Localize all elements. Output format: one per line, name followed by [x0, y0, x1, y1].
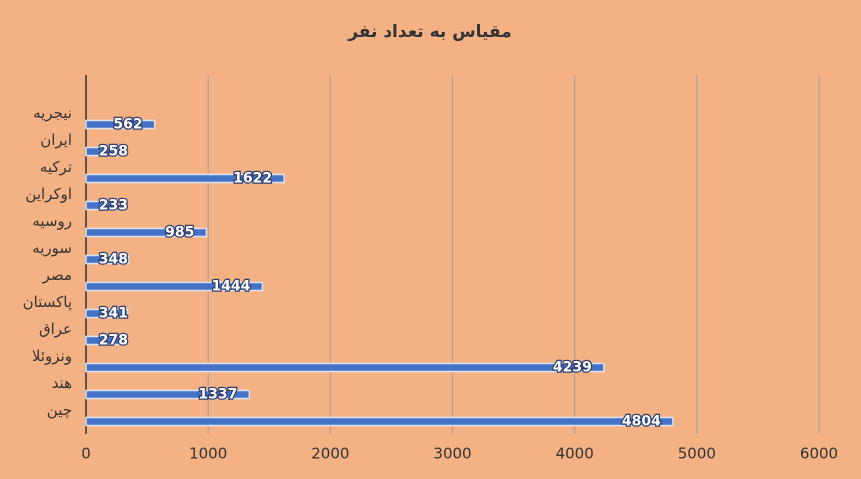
y-tick-label: سوریه: [32, 239, 72, 257]
value-label: 4804: [622, 414, 661, 430]
x-tick-label: 1000: [189, 445, 227, 463]
x-tick-label: 3000: [433, 445, 471, 463]
x-tick-label: 2000: [311, 445, 349, 463]
value-label: 1444: [211, 279, 250, 295]
x-tick-label: 0: [81, 445, 91, 463]
y-tick-label: عراق: [39, 320, 72, 338]
bar: [85, 119, 156, 130]
bar: [85, 416, 674, 427]
y-tick-label: اوکراین: [25, 185, 72, 203]
value-label: 233: [99, 198, 128, 214]
bar: [85, 335, 121, 346]
bar: [85, 281, 264, 292]
bar: [85, 254, 130, 265]
x-tick-label: 5000: [678, 445, 716, 463]
y-tick-label: ایران: [40, 131, 72, 149]
value-label: 348: [99, 252, 128, 268]
value-label: 1337: [198, 387, 237, 403]
y-tick-label: روسیه: [32, 212, 72, 230]
y-tick-label: پاکستان: [23, 293, 72, 312]
x-tick-label: 6000: [800, 445, 838, 463]
bar: [85, 227, 208, 238]
x-tick-label: 4000: [556, 445, 594, 463]
y-tick-label: ونزوئلا: [32, 347, 72, 365]
value-label: 985: [165, 225, 194, 241]
value-label: 1622: [233, 171, 272, 187]
bar: [85, 308, 129, 319]
bar: [85, 389, 251, 400]
value-label: 278: [99, 333, 128, 349]
y-tick-label: نیجریه: [33, 104, 72, 122]
y-tick-label: چین: [47, 401, 72, 419]
bar: [85, 146, 119, 157]
value-label: 4239: [553, 360, 592, 376]
y-tick-label: ترکیه: [40, 158, 72, 176]
y-tick-label: هند: [52, 374, 72, 392]
chart-title: مقیاس به تعداد نفر: [347, 22, 512, 42]
value-label: 341: [99, 306, 128, 322]
bar: [85, 173, 285, 184]
bar: [85, 200, 116, 211]
y-tick-label: مصر: [42, 266, 72, 284]
bar: [85, 362, 605, 373]
value-label: 258: [99, 144, 128, 160]
value-label: 562: [113, 117, 142, 133]
